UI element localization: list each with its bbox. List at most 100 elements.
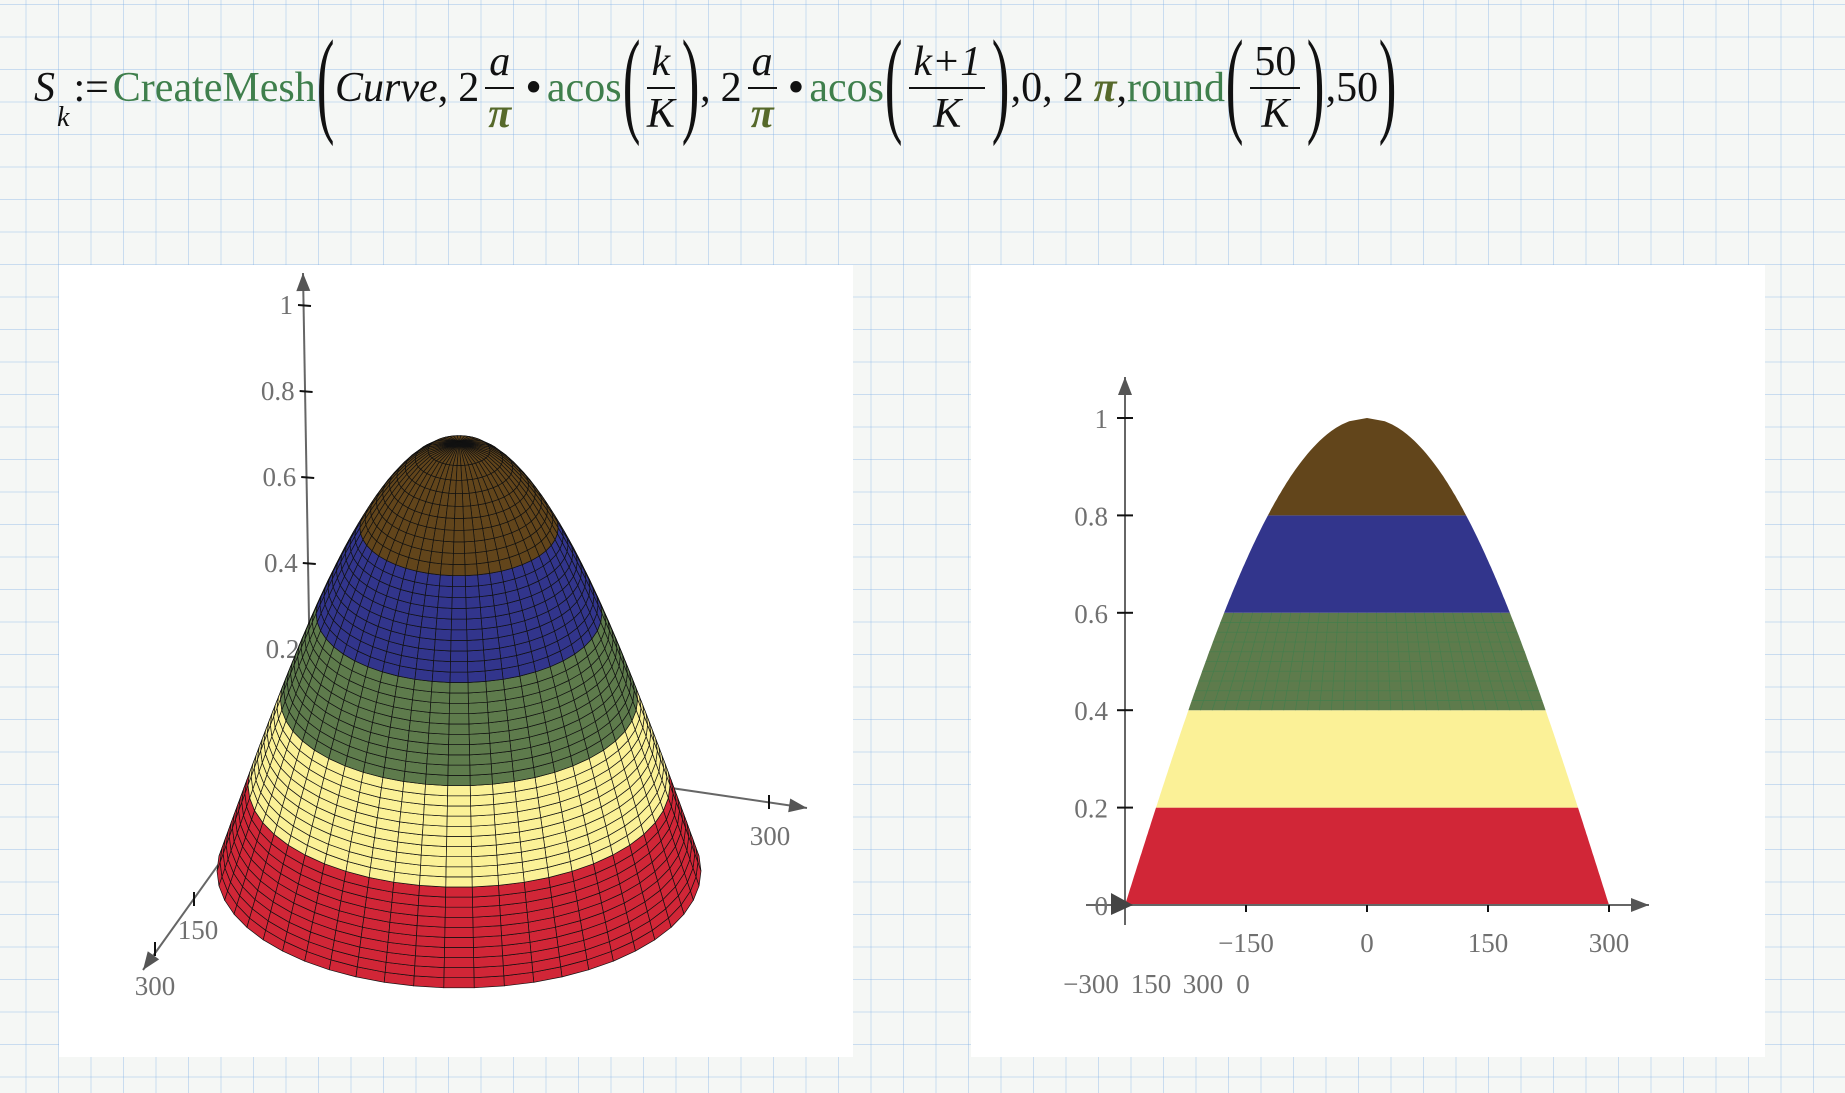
mesh-cell	[426, 573, 441, 587]
pi-constant: π	[1093, 65, 1117, 111]
mesh-cell	[466, 639, 484, 652]
mesh-cell	[433, 649, 452, 662]
mesh-cell	[444, 916, 474, 928]
origin-overlap-label: 150	[1131, 969, 1172, 999]
mesh-cell	[467, 660, 486, 673]
plot-front-panel[interactable]: 0.2 0.4 0.6 0.8 1 0 −150 0 150 300 −300 150 300 0	[971, 265, 1765, 1057]
y-tick-label: 300	[135, 971, 176, 1001]
x-tick-label: 300	[750, 821, 791, 851]
mesh-cell	[433, 528, 446, 542]
mesh-cell	[419, 874, 447, 888]
mesh-cell	[450, 629, 468, 641]
mesh-cell	[450, 618, 468, 631]
mesh-cell	[445, 846, 473, 858]
mesh-cell	[477, 573, 492, 587]
open-paren: (	[622, 16, 641, 147]
mesh-cell	[434, 516, 447, 531]
mesh-cell	[470, 834, 497, 847]
lhs-subscript: k	[57, 102, 70, 133]
mesh-cell	[425, 773, 449, 786]
function-name: CreateMesh	[112, 65, 316, 111]
denominator: K	[1261, 91, 1290, 137]
coef: 2	[1062, 65, 1084, 111]
y-tick-label: 150	[178, 915, 219, 945]
mesh-cell	[453, 518, 465, 531]
mesh-cell	[451, 597, 467, 609]
mesh-cell	[469, 773, 493, 786]
y-tick-label: 0.4	[1074, 696, 1108, 726]
mesh-cell	[467, 681, 487, 694]
y-tick-label: 0	[1095, 891, 1109, 921]
mesh-cell	[468, 722, 490, 735]
mesh-cell	[430, 691, 451, 704]
y-axis-arrowhead	[143, 951, 160, 970]
mesh-cell	[468, 712, 489, 725]
plot-3d-panel[interactable]: 0.2 0.4 0.6 0.8 1 300 150 300	[59, 265, 853, 1057]
mesh-cell	[453, 541, 465, 554]
band-3	[1224, 515, 1510, 613]
mesh-cell	[478, 583, 494, 598]
mesh-cell	[454, 493, 464, 507]
mesh-cell	[455, 465, 463, 481]
mesh-cell	[447, 754, 471, 766]
mesh-cell	[444, 937, 474, 948]
mesh-cell	[465, 596, 481, 609]
fraction-50-K: 50 K	[1250, 40, 1301, 137]
mesh-cell	[451, 608, 467, 620]
mesh-cell	[471, 854, 498, 868]
mesh-cell	[428, 722, 450, 735]
mesh-cell	[445, 866, 473, 878]
mesh-cell	[436, 607, 453, 620]
numerator: k	[651, 38, 671, 85]
z-tick	[302, 562, 316, 565]
mesh-cell	[431, 681, 451, 694]
mesh-cell	[467, 670, 487, 683]
mesh-cell	[420, 854, 447, 868]
mesh-cell	[423, 594, 439, 608]
mesh-cell	[443, 967, 475, 979]
mesh-cell	[447, 492, 456, 507]
z-tick-label: 0.4	[264, 548, 298, 578]
mesh-cell	[474, 539, 487, 553]
origin-overlap-label: −300	[1063, 969, 1119, 999]
mesh-cell	[464, 552, 477, 565]
mesh-cell	[456, 441, 462, 466]
mesh-cell	[443, 957, 475, 968]
x-axis-arrowhead	[788, 798, 807, 813]
x-tick-label: −150	[1218, 928, 1274, 958]
mesh-cell	[469, 743, 491, 756]
mesh-cell	[449, 692, 469, 704]
numerator: a	[751, 38, 773, 85]
mesh-cell	[426, 753, 449, 766]
origin-arrowhead	[1111, 893, 1133, 915]
mesh-cell	[425, 763, 449, 776]
acos-function: acos	[809, 65, 885, 111]
mesh-cell	[423, 804, 448, 817]
mesh-cell	[446, 815, 472, 827]
comma: ,	[1010, 65, 1022, 111]
mesh-cell	[466, 628, 484, 641]
denominator: K	[933, 91, 962, 137]
x-axis-arrowhead	[1631, 898, 1649, 912]
mesh-cell	[450, 640, 468, 652]
dot-operator: •	[788, 65, 804, 111]
mesh-cell	[448, 713, 470, 725]
mesh-cell	[467, 691, 488, 704]
surface-plot-front[interactable]: 0.2 0.4 0.6 0.8 1 0 −150 0 150 300 −300 150 300 0	[971, 265, 1765, 1057]
mesh-cell	[447, 795, 471, 807]
mesh-cell	[444, 926, 474, 938]
open-paren: (	[1225, 16, 1244, 147]
numerator: k+1	[913, 38, 982, 85]
comma: ,	[1042, 65, 1053, 111]
coef: 2	[720, 65, 742, 111]
mesh-cell	[446, 805, 472, 817]
close-paren: )	[992, 16, 1010, 147]
close-paren: )	[1307, 16, 1325, 147]
mesh-cell	[476, 562, 490, 576]
mesh-cell	[471, 885, 500, 898]
mesh-cell	[420, 844, 447, 858]
mesh-cell	[422, 814, 448, 827]
